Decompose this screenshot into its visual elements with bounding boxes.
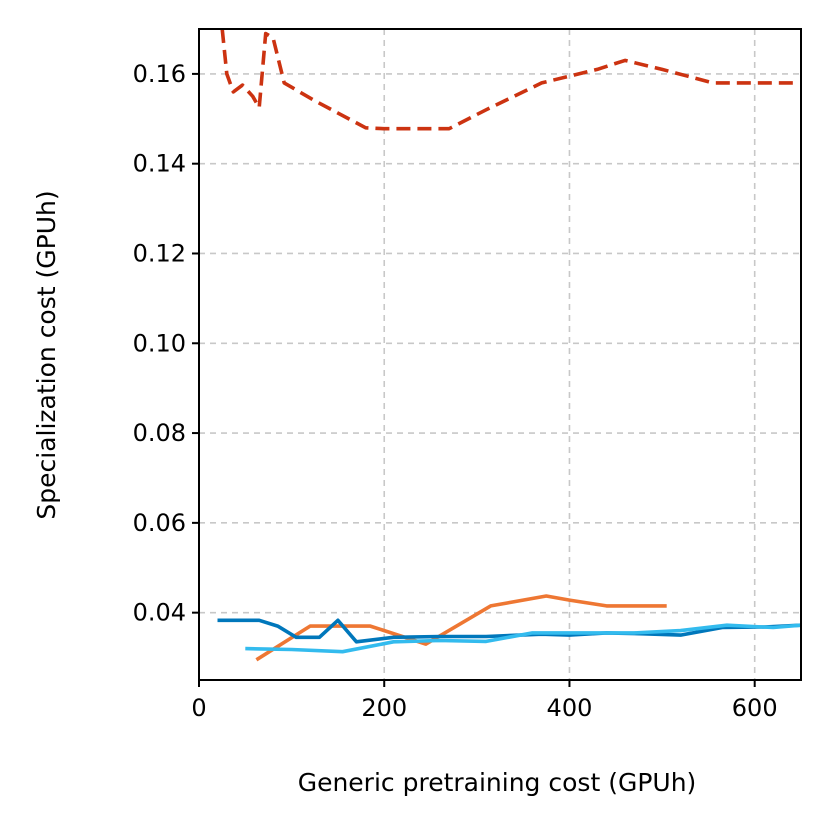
ticks-layer: 0 200 400 600 0.04 0.06 0.08 0.10 0.12 0.14 0.16 (133, 60, 778, 722)
plot-frame (198, 28, 802, 681)
y-tick-label: 0.06 (133, 509, 186, 537)
series-dark-blue-line (217, 618, 801, 644)
y-tick-label: 0.12 (133, 239, 186, 267)
x-tick-label: 0 (191, 694, 206, 722)
x-tick-label: 200 (361, 694, 407, 722)
series-red-dashed-line (220, 29, 797, 131)
y-tick-label: 0.10 (133, 329, 186, 357)
grid-layer (198, 29, 801, 680)
x-tick-label: 600 (732, 694, 778, 722)
y-tick-label: 0.08 (133, 419, 186, 447)
series-layer (217, 29, 801, 662)
y-tick-label: 0.04 (133, 599, 186, 627)
y-axis-label: Specialization cost (GPUh) (32, 190, 61, 519)
y-tick-label: 0.14 (133, 150, 186, 178)
series-light-blue-line (245, 623, 801, 654)
x-tick-label: 400 (547, 694, 593, 722)
y-tick-label: 0.16 (133, 60, 186, 88)
series-orange-line (255, 594, 667, 662)
x-axis-label: Generic pretraining cost (GPUh) (298, 768, 697, 797)
